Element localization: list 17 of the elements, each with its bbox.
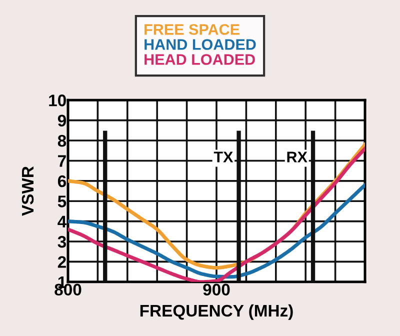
y-tick-label: 2 xyxy=(58,256,66,268)
ref-line-label: RX xyxy=(287,152,308,162)
y-tick-label: 6 xyxy=(58,175,66,188)
text: FREE SPACE xyxy=(144,24,240,35)
y-tick-label: 4 xyxy=(58,216,67,228)
y-tick-label: 8 xyxy=(58,134,66,147)
y-axis-title: VSWR xyxy=(22,166,34,216)
text: HAND LOADED xyxy=(144,39,256,50)
y-tick-label: 9 xyxy=(58,114,66,127)
text: HEAD LOADED xyxy=(144,54,255,65)
y-tick-label: 3 xyxy=(58,236,66,248)
y-tick-label: 5 xyxy=(58,196,66,208)
ref-line-label: TX xyxy=(214,152,234,162)
y-tick-label: 7 xyxy=(58,155,66,167)
y-tick-label: 10 xyxy=(49,94,66,106)
x-axis-title: FREQUENCY (MHz) xyxy=(140,304,293,320)
x-tick-label: 900 xyxy=(203,284,230,296)
